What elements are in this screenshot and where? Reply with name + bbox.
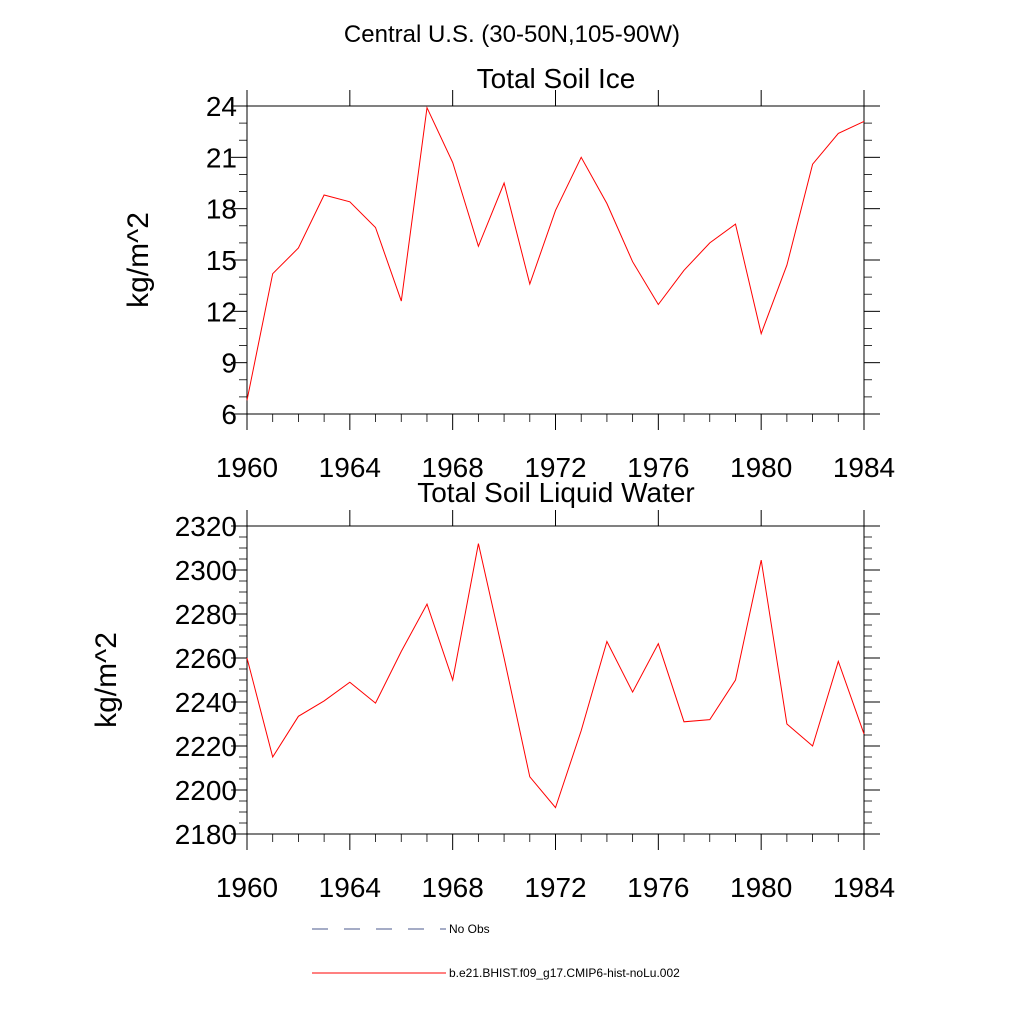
plot-frame <box>246 105 865 415</box>
x-tick-label: 1964 <box>319 872 381 903</box>
x-tick-label: 1960 <box>216 872 278 903</box>
x-tick-label: 1984 <box>833 872 895 903</box>
y-tick-label: 2220 <box>175 731 237 762</box>
x-tick-label: 1976 <box>627 452 689 483</box>
panel-title: Total Soil Ice <box>477 63 636 94</box>
y-tick-label: 2240 <box>175 687 237 718</box>
axis-ticks <box>231 510 880 850</box>
y-tick-label: 2180 <box>175 819 237 850</box>
plot-frame <box>246 525 865 835</box>
x-tick-label: 1980 <box>730 452 792 483</box>
x-tick-label: 1980 <box>730 872 792 903</box>
y-tick-label: 2320 <box>175 511 237 542</box>
series-layer <box>246 105 865 401</box>
x-tick-labels: 1960 1964 1968 1972 1976 1980 1984 <box>216 872 895 903</box>
x-tick-label: 1960 <box>216 452 278 483</box>
y-axis-label: kg/m^2 <box>90 632 123 728</box>
panel-total-soil-liquid-water: Total Soil Liquid Water 2180 2200 2220 2240… <box>90 477 895 903</box>
axis-ticks <box>231 90 880 430</box>
legend-label-no-obs: No Obs <box>449 922 490 936</box>
y-tick-label: 2280 <box>175 599 237 630</box>
y-tick-label: 12 <box>206 296 237 327</box>
y-tick-labels: 2180 2200 2220 2240 2260 2280 2300 2320 <box>175 511 237 850</box>
x-tick-label: 1972 <box>524 452 586 483</box>
legend: No Obs b.e21.BHIST.f09_g17.CMIP6-hist-no… <box>312 922 680 980</box>
y-tick-label: 15 <box>206 245 237 276</box>
series-line <box>246 543 865 809</box>
series-layer <box>246 543 865 809</box>
x-tick-label: 1976 <box>627 872 689 903</box>
y-tick-label: 9 <box>221 348 237 379</box>
x-tick-label: 1972 <box>524 872 586 903</box>
legend-label-model: b.e21.BHIST.f09_g17.CMIP6-hist-noLu.002 <box>449 966 680 980</box>
y-tick-label: 24 <box>206 91 237 122</box>
figure-title: Central U.S. (30-50N,105-90W) <box>344 21 680 48</box>
x-tick-labels: 1960 1964 1968 1972 1976 1980 1984 <box>216 452 895 483</box>
panel-total-soil-ice: Total Soil Ice 6 9 12 15 18 21 24 1960 1964 1968… <box>122 63 895 483</box>
y-tick-label: 2300 <box>175 555 237 586</box>
panel-title: Total Soil Liquid Water <box>417 477 695 508</box>
y-tick-label: 2260 <box>175 643 237 674</box>
y-tick-label: 18 <box>206 194 237 225</box>
x-tick-label: 1968 <box>422 872 484 903</box>
x-tick-label: 1968 <box>422 452 484 483</box>
y-tick-labels: 6 9 12 15 18 21 24 <box>206 91 237 430</box>
y-axis-label: kg/m^2 <box>122 212 155 308</box>
y-tick-label: 6 <box>221 399 237 430</box>
x-tick-label: 1984 <box>833 452 895 483</box>
x-tick-label: 1964 <box>319 452 381 483</box>
y-tick-label: 21 <box>206 142 237 173</box>
series-line <box>246 105 865 401</box>
y-tick-label: 2200 <box>175 775 237 806</box>
